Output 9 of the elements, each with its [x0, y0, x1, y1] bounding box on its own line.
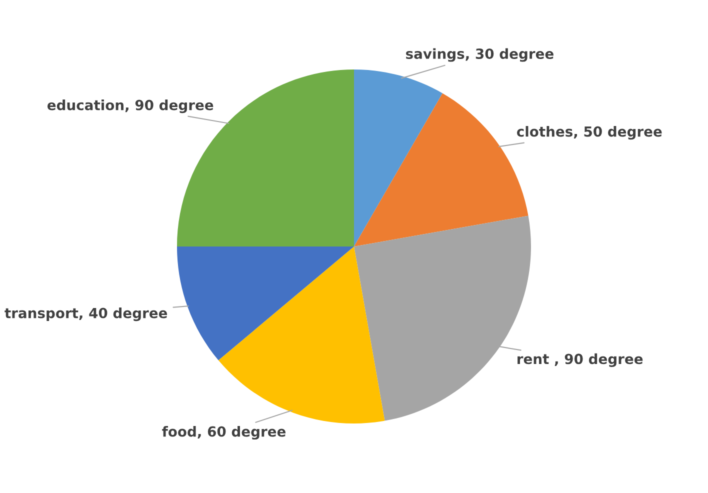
- pie-slice: [177, 246, 354, 360]
- slice-label: food, 60 degree: [162, 426, 286, 440]
- slice-label: savings, 30 degree: [406, 48, 554, 62]
- slice-label: transport, 40 degree: [4, 308, 168, 322]
- slice-label: rent , 90 degree: [518, 353, 643, 367]
- pie-slice: [218, 246, 385, 424]
- slice-label: education, 90 degree: [47, 100, 214, 114]
- pie-slice: [354, 70, 442, 246]
- slice-label: clothes, 50 degree: [516, 126, 662, 140]
